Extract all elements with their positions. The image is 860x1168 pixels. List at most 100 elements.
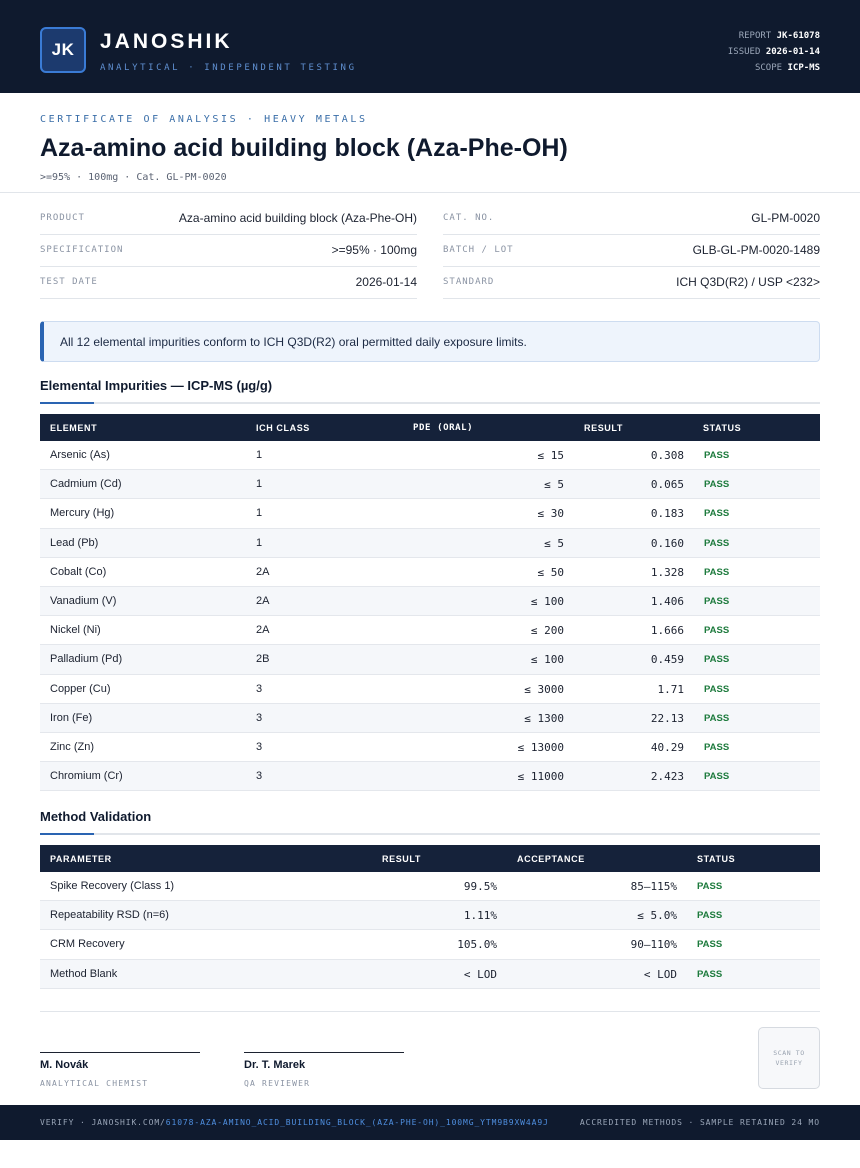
table-row: Repeatability RSD (n=6) 1.11% ≤ 5.0% PASS bbox=[40, 901, 820, 931]
table-row: Mercury (Hg) 1 ≤ 30 0.183 PASS bbox=[40, 499, 820, 529]
status-badge: PASS bbox=[704, 712, 730, 724]
ich-class: 1 bbox=[256, 536, 263, 549]
table-row: Cadmium (Cd) 1 ≤ 5 0.065 PASS bbox=[40, 470, 820, 500]
validation-table-body: Spike Recovery (Class 1) 99.5% 85–115% PASS… bbox=[40, 872, 820, 989]
status-badge: PASS bbox=[704, 683, 730, 695]
status-badge: PASS bbox=[697, 968, 723, 980]
table-row: Vanadium (V) 2A ≤ 100 1.406 PASS bbox=[40, 586, 820, 617]
result-value: 99.5% bbox=[463, 880, 497, 893]
validation-table-header: PARAMETER RESULT ACCEPTANCE STATUS bbox=[40, 845, 820, 872]
verify-qr-code[interactable]: SCAN TO VERIFY bbox=[758, 1027, 820, 1089]
impurities-section-title: Elemental Impurities — ICP-MS (µg/g) bbox=[40, 378, 273, 393]
impurities-table-header: ELEMENT ICH CLASS PDE (ORAL) RESULT STAT… bbox=[40, 414, 820, 441]
info-standard: STANDARD ICH Q3D(R2) / USP <232> bbox=[443, 267, 820, 299]
table-row: Copper (Cu) 3 ≤ 3000 1.71 PASS bbox=[40, 675, 820, 704]
element-name: Mercury (Hg) bbox=[50, 507, 115, 520]
validation-table: PARAMETER RESULT ACCEPTANCE STATUS Spike… bbox=[40, 845, 820, 989]
parameter-name: CRM Recovery bbox=[50, 938, 125, 951]
pde-limit: ≤ 5 bbox=[544, 536, 564, 550]
status-badge: PASS bbox=[704, 479, 730, 491]
page-title: Aza-amino acid building block (Aza-Phe-O… bbox=[40, 134, 568, 162]
element-name: Iron (Fe) bbox=[50, 711, 93, 724]
signature-line bbox=[244, 1052, 404, 1053]
section-rule bbox=[40, 833, 820, 835]
element-name: Cadmium (Cd) bbox=[50, 478, 122, 491]
ich-class: 2B bbox=[256, 653, 270, 666]
acceptance-criteria: ≤ 5.0% bbox=[637, 909, 677, 923]
table-row: Nickel (Ni) 2A ≤ 200 1.666 PASS bbox=[40, 616, 820, 646]
status-badge: PASS bbox=[704, 741, 730, 753]
ich-class: 2A bbox=[256, 624, 270, 637]
status-badge: PASS bbox=[704, 771, 730, 783]
ich-class: 2A bbox=[256, 565, 270, 578]
ich-class: 3 bbox=[256, 770, 263, 783]
result-value: 1.71 bbox=[657, 682, 685, 696]
result-value: 1.406 bbox=[650, 594, 684, 608]
pde-limit: ≤ 11000 bbox=[517, 770, 564, 784]
parameter-name: Method Blank bbox=[50, 967, 118, 980]
ich-class: 3 bbox=[256, 682, 263, 695]
conformance-note: All 12 elemental impurities conform to I… bbox=[40, 321, 820, 362]
table-row: CRM Recovery 105.0% 90–110% PASS bbox=[40, 930, 820, 960]
ich-class: 1 bbox=[256, 507, 263, 520]
verify-link[interactable]: VERIFY · JANOSHIK.COM/61078-AZA-AMINO_AC… bbox=[40, 1118, 549, 1127]
result-value: 105.0% bbox=[457, 938, 497, 952]
acceptance-criteria: 90–110% bbox=[630, 938, 677, 952]
pde-limit: ≤ 100 bbox=[530, 653, 564, 667]
scope-value: ICP-MS bbox=[787, 63, 820, 73]
product-subline: >=95% · 100mg · Cat. GL-PM-0020 bbox=[40, 172, 227, 183]
accreditation-text: ACCREDITED METHODS · SAMPLE RETAINED 24 … bbox=[579, 1118, 820, 1127]
acceptance-criteria: 85–115% bbox=[630, 880, 677, 893]
result-value: < LOD bbox=[463, 967, 497, 981]
brand-tagline: ANALYTICAL · INDEPENDENT TESTING bbox=[100, 63, 357, 73]
result-value: 0.183 bbox=[650, 507, 684, 521]
divider bbox=[0, 192, 860, 193]
table-row: Palladium (Pd) 2B ≤ 100 0.459 PASS bbox=[40, 645, 820, 675]
ich-class: 3 bbox=[256, 740, 263, 753]
status-badge: PASS bbox=[704, 450, 730, 461]
pde-limit: ≤ 1300 bbox=[524, 711, 564, 725]
issued-line: ISSUED 2026-01-14 bbox=[727, 47, 820, 57]
pde-limit: ≤ 15 bbox=[537, 449, 565, 462]
result-value: 0.065 bbox=[650, 478, 684, 492]
info-cat-no: CAT. NO. GL-PM-0020 bbox=[443, 203, 820, 235]
result-value: 0.308 bbox=[650, 449, 684, 462]
impurities-table: ELEMENT ICH CLASS PDE (ORAL) RESULT STAT… bbox=[40, 414, 820, 792]
status-badge: PASS bbox=[704, 625, 730, 637]
table-row: Chromium (Cr) 3 ≤ 11000 2.423 PASS bbox=[40, 762, 820, 792]
report-id: JK-61078 bbox=[776, 31, 820, 41]
report-id-line: REPORT JK-61078 bbox=[738, 31, 820, 41]
ich-class: 1 bbox=[256, 478, 263, 491]
table-row: Zinc (Zn) 3 ≤ 13000 40.29 PASS bbox=[40, 733, 820, 763]
table-row: Method Blank < LOD < LOD PASS bbox=[40, 959, 820, 989]
info-test-date: TEST DATE 2026-01-14 bbox=[40, 267, 417, 299]
impurities-table-body: Arsenic (As) 1 ≤ 15 0.308 PASS Cadmium (Cd) 1 ≤… bbox=[40, 441, 820, 792]
element-name: Chromium (Cr) bbox=[50, 770, 123, 783]
pde-limit: ≤ 30 bbox=[537, 507, 565, 521]
element-name: Zinc (Zn) bbox=[50, 740, 94, 753]
info-product: PRODUCT Aza-amino acid building block (A… bbox=[40, 203, 417, 235]
element-name: Palladium (Pd) bbox=[50, 653, 123, 666]
ich-class: 3 bbox=[256, 711, 263, 724]
parameter-name: Repeatability RSD (n=6) bbox=[50, 909, 169, 922]
issued-date: 2026-01-14 bbox=[765, 47, 820, 57]
table-row: Spike Recovery (Class 1) 99.5% 85–115% PASS bbox=[40, 872, 820, 902]
element-name: Cobalt (Co) bbox=[50, 565, 107, 578]
status-badge: PASS bbox=[704, 595, 730, 607]
element-name: Vanadium (V) bbox=[50, 594, 117, 607]
element-name: Lead (Pb) bbox=[50, 536, 99, 549]
pde-limit: ≤ 200 bbox=[530, 624, 564, 638]
signature-name-chemist: M. Novák bbox=[40, 1059, 89, 1071]
validation-section-title: Method Validation bbox=[40, 809, 152, 824]
status-badge: PASS bbox=[704, 537, 730, 549]
signature-role-chemist: ANALYTICAL CHEMIST bbox=[40, 1079, 149, 1088]
ich-class: 2A bbox=[256, 594, 270, 607]
pde-limit: ≤ 5 bbox=[544, 478, 564, 492]
result-value: 1.666 bbox=[650, 624, 684, 638]
table-row: Iron (Fe) 3 ≤ 1300 22.13 PASS bbox=[40, 703, 820, 733]
acceptance-criteria: < LOD bbox=[643, 967, 677, 981]
signature-name-reviewer: Dr. T. Marek bbox=[244, 1059, 306, 1071]
scope-line: SCOPE ICP-MS bbox=[754, 63, 820, 73]
certificate-label: CERTIFICATE OF ANALYSIS · HEAVY METALS bbox=[40, 114, 368, 125]
status-badge: PASS bbox=[697, 939, 723, 951]
